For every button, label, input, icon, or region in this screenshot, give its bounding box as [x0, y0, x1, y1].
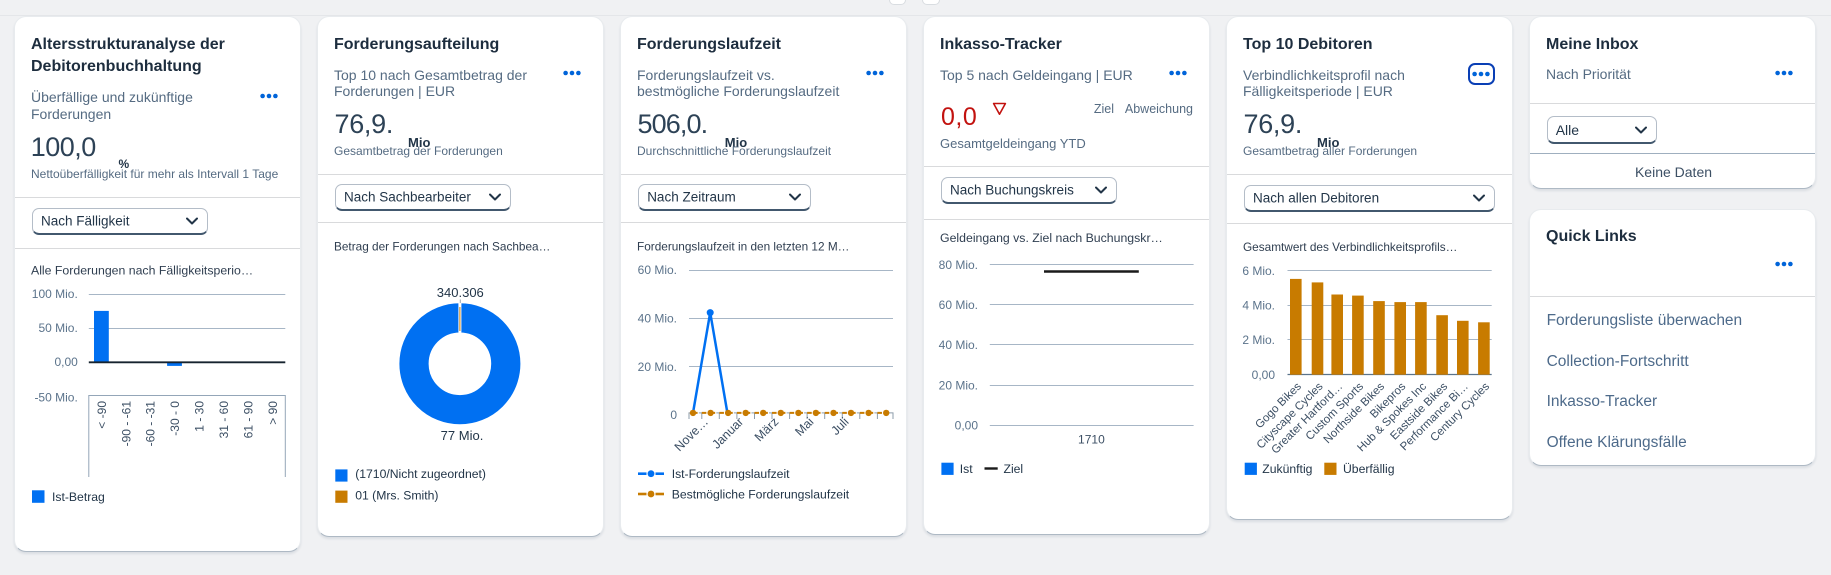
svg-text:-50 Mio.: -50 Mio. [34, 391, 77, 405]
svg-text:Alle Forderungen nach Fälligke: Alle Forderungen nach Fälligkeitsperio… [31, 263, 253, 277]
svg-text:40 Mio.: 40 Mio. [638, 312, 677, 326]
svg-text:Betrag der Forderungen nach Sa: Betrag der Forderungen nach Sachbea… [334, 239, 550, 253]
svg-text:Nove…: Nove… [672, 415, 711, 454]
svg-text:77 Mio.: 77 Mio. [441, 428, 484, 443]
svg-text:61 - 90: 61 - 90 [242, 401, 256, 439]
svg-text:0,00: 0,00 [1252, 368, 1276, 382]
svg-text:4 Mio.: 4 Mio. [1242, 298, 1275, 312]
svg-text:60 Mio.: 60 Mio. [638, 263, 677, 277]
svg-text:Mai: Mai [792, 415, 816, 439]
svg-text:Geldeingang vs. Ziel nach Buch: Geldeingang vs. Ziel nach Buchungskr… [940, 231, 1163, 245]
svg-text:0,00: 0,00 [955, 419, 979, 433]
svg-text:> 90: > 90 [266, 401, 280, 425]
svg-text:Ziel: Ziel [1004, 462, 1024, 476]
svg-text:80 Mio.: 80 Mio. [939, 258, 978, 272]
svg-text:20 Mio.: 20 Mio. [638, 360, 677, 374]
svg-text:1710: 1710 [1078, 433, 1105, 447]
svg-text:60 Mio.: 60 Mio. [939, 298, 978, 312]
svg-text:40 Mio.: 40 Mio. [939, 338, 978, 352]
svg-text:Überfällig: Überfällig [1343, 462, 1394, 476]
svg-text:(1710/Nicht zugeordnet): (1710/Nicht zugeordnet) [355, 467, 486, 481]
svg-text:Zukünftig: Zukünftig [1262, 462, 1312, 476]
svg-text:Gesamtwert des Verbindlichkeit: Gesamtwert des Verbindlichkeitsprofils… [1243, 240, 1457, 254]
svg-text:2 Mio.: 2 Mio. [1242, 333, 1275, 347]
svg-text:-30 - 0: -30 - 0 [168, 401, 182, 436]
svg-text:31 - 60: 31 - 60 [217, 401, 231, 439]
svg-text:0: 0 [670, 408, 677, 422]
svg-text:01 (Mrs. Smith): 01 (Mrs. Smith) [355, 488, 438, 502]
svg-text:Januar: Januar [709, 415, 746, 452]
svg-text:1 - 30: 1 - 30 [193, 401, 207, 432]
svg-text:März: März [752, 415, 782, 445]
svg-text:Ist-Betrag: Ist-Betrag [52, 490, 105, 504]
svg-text:< -90: < -90 [95, 401, 109, 429]
svg-text:Ist-Forderungslaufzeit: Ist-Forderungslaufzeit [672, 467, 790, 481]
svg-text:0,00: 0,00 [54, 355, 78, 369]
svg-text:-60 - -31: -60 - -31 [144, 401, 158, 447]
svg-text:Forderungslaufzeit in den letz: Forderungslaufzeit in den letzten 12 M… [637, 239, 849, 253]
svg-text:6 Mio.: 6 Mio. [1242, 264, 1275, 278]
svg-text:Juli: Juli [828, 415, 851, 438]
svg-text:340.306: 340.306 [437, 285, 484, 300]
svg-text:50 Mio.: 50 Mio. [38, 321, 77, 335]
svg-text:Bestmögliche Forderungslaufzei: Bestmögliche Forderungslaufzeit [672, 488, 850, 502]
svg-text:20 Mio.: 20 Mio. [939, 379, 978, 393]
svg-text:100 Mio.: 100 Mio. [32, 287, 78, 301]
svg-text:Ist: Ist [960, 462, 973, 476]
svg-text:-90 - -61: -90 - -61 [119, 401, 133, 447]
